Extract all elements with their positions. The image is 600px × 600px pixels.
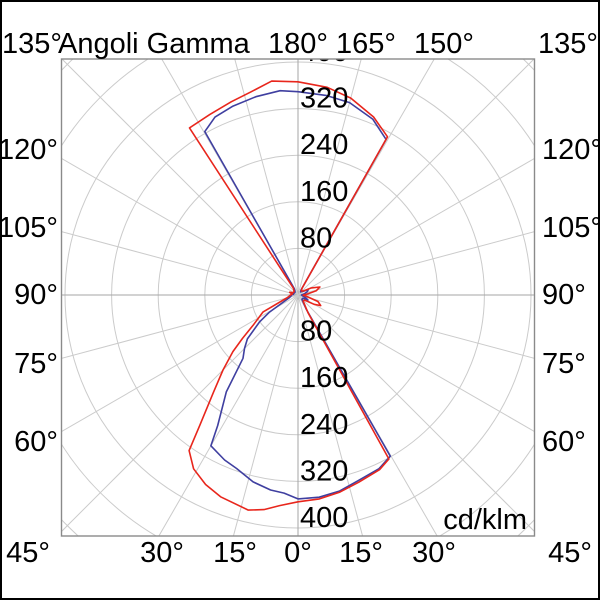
gamma-label-left-3: 75° (14, 348, 58, 380)
gamma-label-left-2: 90° (14, 279, 58, 311)
radial-tick-label-top-400: 400 (300, 36, 348, 68)
gamma-label-top-4: 135° (538, 28, 598, 60)
grid-ray-225 (61, 59, 299, 296)
grid-ray-75 (297, 294, 535, 359)
grid-ray-315 (61, 294, 299, 533)
chart-title: Angoli Gamma (58, 28, 250, 60)
gamma-label-bottom-1: 30° (140, 537, 184, 569)
grid-ray-105 (297, 231, 535, 296)
curve-blue (204, 89, 392, 500)
grid-ray-15 (297, 294, 364, 536)
radial-tick-label-top-240: 240 (300, 129, 348, 161)
radial-tick-label-top-160: 160 (300, 176, 348, 208)
gamma-label-right-2: 90° (542, 279, 586, 311)
gamma-label-top-0: 135° (2, 28, 62, 60)
gamma-label-bottom-0: 45° (6, 537, 50, 569)
grid-ray-45 (297, 294, 535, 533)
unit-label: cd/klm (443, 504, 527, 536)
curve-red (188, 80, 390, 511)
radial-tick-label-bottom-400: 400 (300, 502, 348, 534)
grid-ray-195 (234, 59, 299, 296)
radial-tick-label-bottom-80: 80 (300, 316, 332, 348)
grid-ray-240 (61, 157, 299, 296)
gamma-label-left-4: 60° (14, 426, 58, 458)
radial-tick-label-bottom-240: 240 (300, 409, 348, 441)
gamma-label-right-4: 60° (542, 426, 586, 458)
gamma-label-right-1: 105° (542, 212, 600, 244)
gamma-label-bottom-5: 30° (412, 537, 456, 569)
gamma-label-left-1: 105° (2, 212, 58, 244)
radial-tick-label-bottom-160: 160 (300, 362, 348, 394)
grid-ray-135 (297, 59, 535, 296)
grid-ray-255 (61, 231, 299, 296)
gamma-label-right-3: 75° (542, 348, 586, 380)
grid-ray-165 (297, 59, 362, 296)
radial-tick-label-top-80: 80 (300, 222, 332, 254)
gamma-label-top-3: 150° (414, 28, 474, 60)
radial-tick-label-bottom-320: 320 (300, 455, 348, 487)
radial-tick-label-top-320: 320 (300, 83, 348, 115)
gamma-label-bottom-2: 15° (213, 537, 257, 569)
gamma-label-bottom-3: 0° (284, 537, 312, 569)
plot-frame (60, 58, 536, 537)
gamma-label-top-1: 180° (268, 28, 328, 60)
gamma-label-right-0: 120° (542, 134, 600, 166)
gamma-label-left-0: 120° (2, 134, 58, 166)
grid-ray-120 (297, 157, 535, 296)
grid-ray-345 (232, 294, 299, 536)
grid-ray-300 (61, 294, 299, 433)
grid-ray-285 (61, 294, 299, 359)
gamma-label-bottom-6: 45° (548, 537, 592, 569)
gamma-label-top-2: 165° (336, 28, 396, 60)
grid-ray-60 (297, 294, 535, 433)
gamma-label-bottom-4: 15° (339, 537, 383, 569)
